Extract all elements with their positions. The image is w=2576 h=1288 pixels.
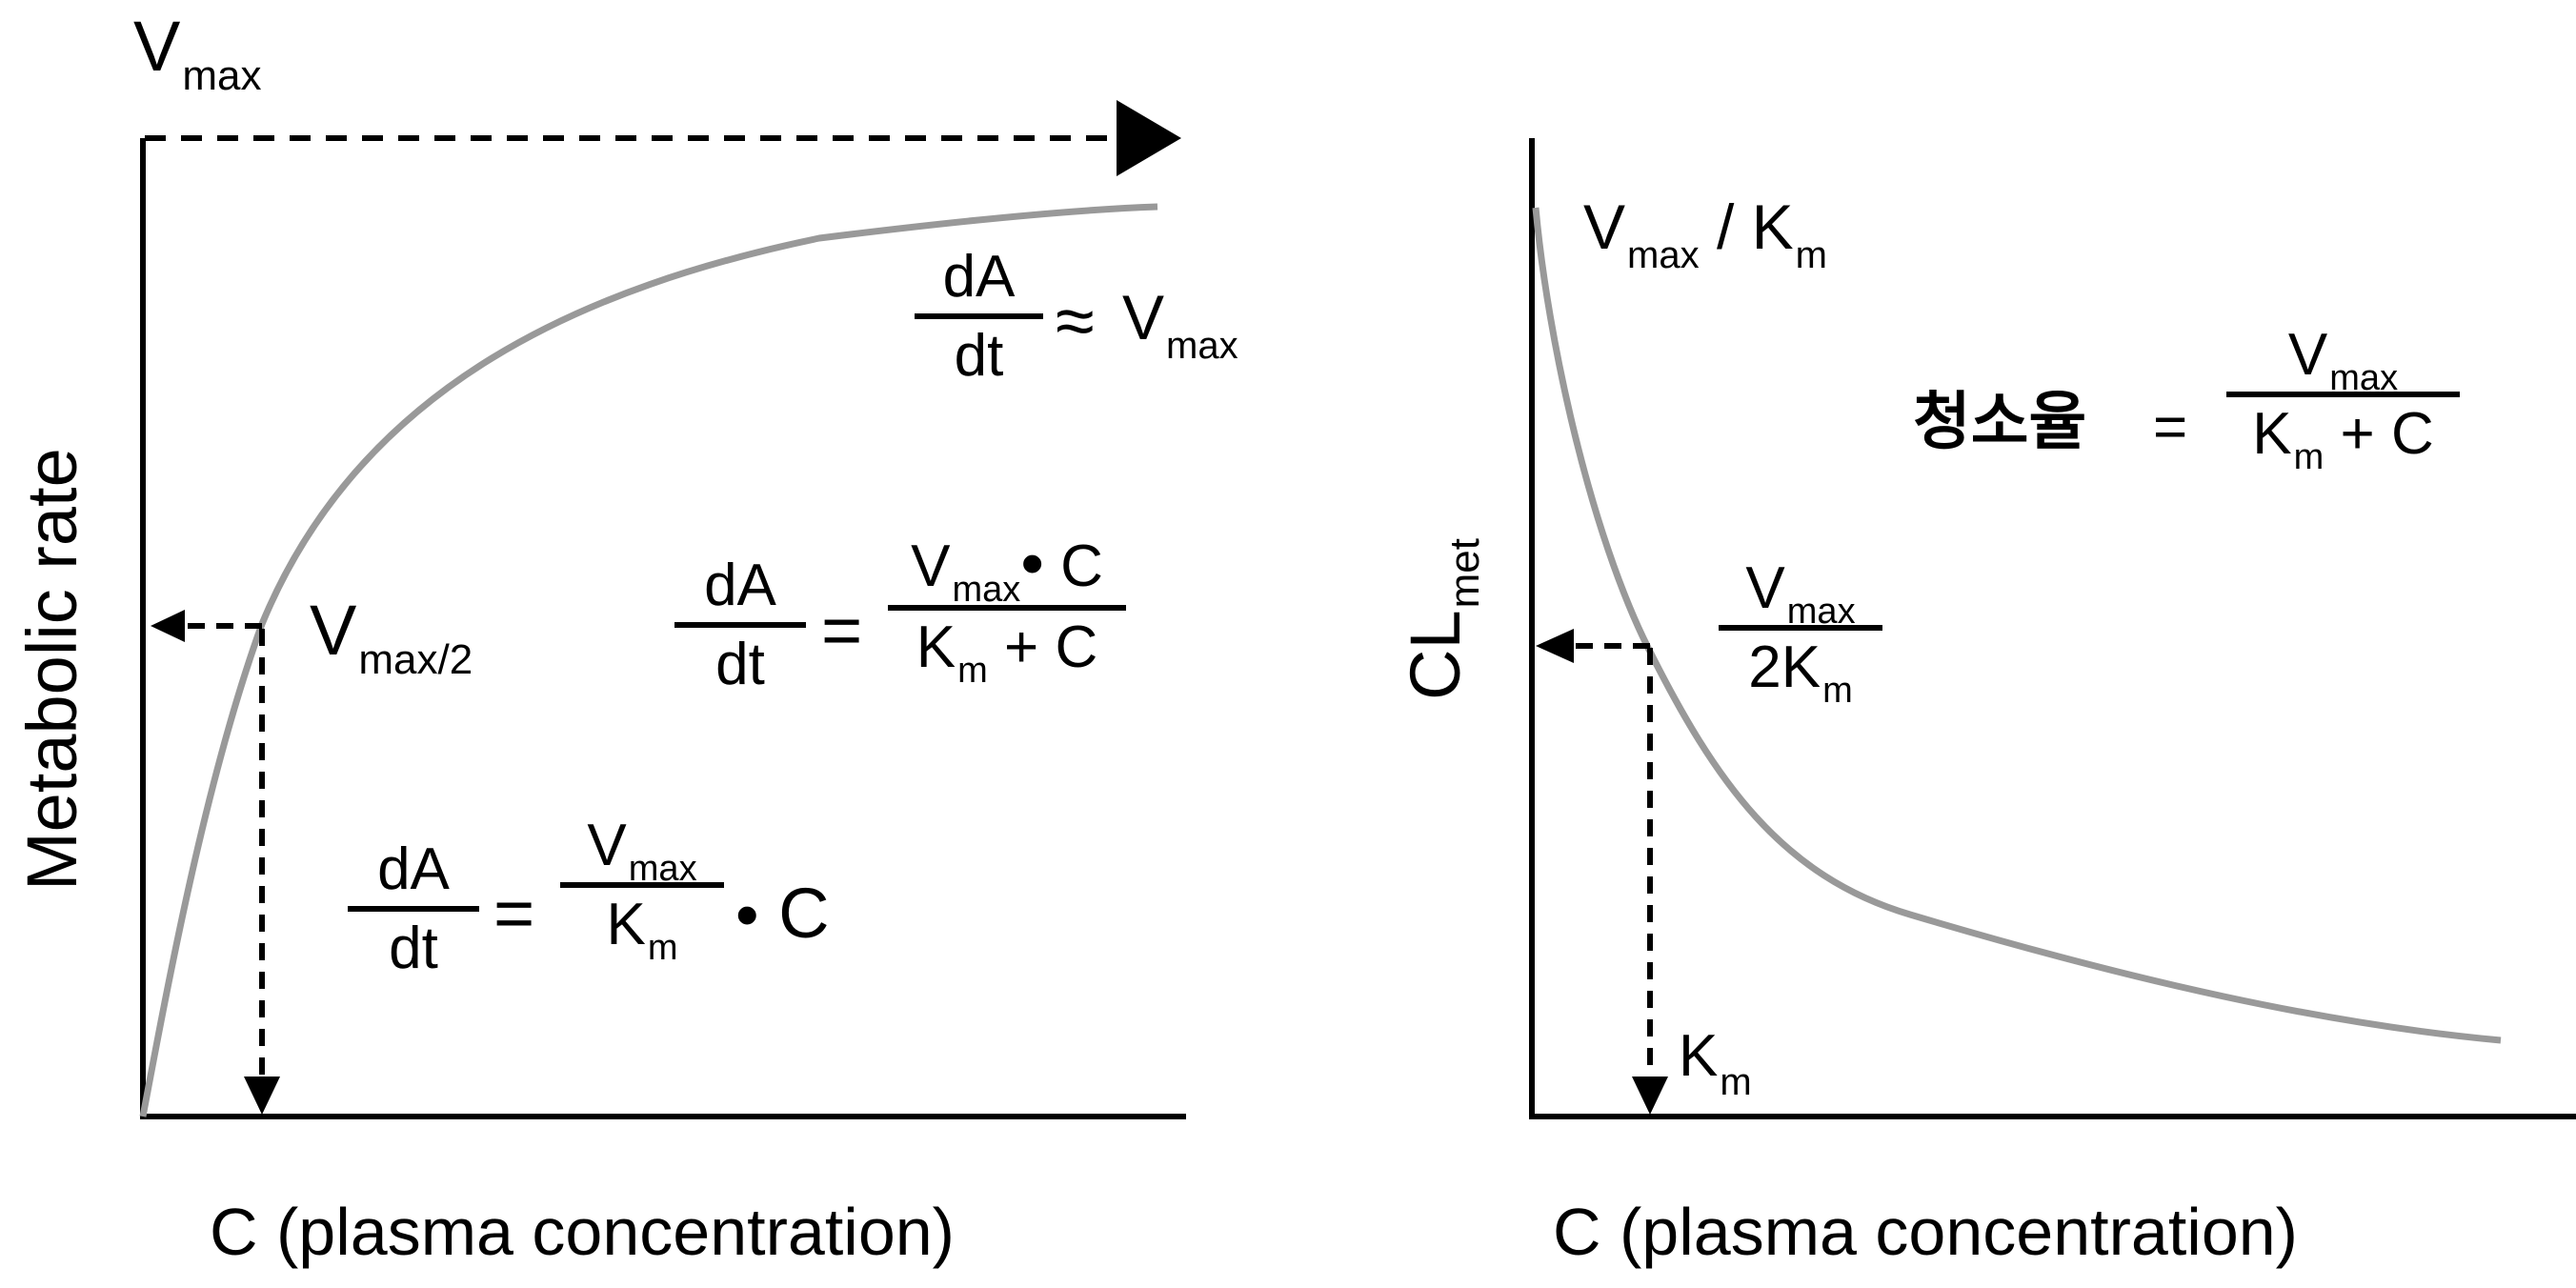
- y-axis-label: CLmet: [1396, 538, 1488, 700]
- y-axis-label: Metabolic rate: [12, 448, 91, 891]
- half-clearance-fraction: Vmax 2Km: [1719, 557, 1882, 710]
- saturation-eq-fraction: dA dt: [915, 246, 1043, 387]
- saturation-curve: [139, 203, 1158, 1117]
- vmax-label: Vmax: [133, 7, 262, 99]
- vmax-over-km-label: Vmax / Km: [1583, 191, 1827, 276]
- half-clearance-arrowhead: [1536, 629, 1574, 663]
- mm-eq-equals: =: [821, 591, 863, 670]
- linear-eq-dot-c: • C: [735, 874, 830, 953]
- mm-eq-rhs-fraction: Vmax• C Km + C: [888, 528, 1126, 689]
- half-vmax-label: Vmax/2: [310, 591, 473, 683]
- saturation-eq-rhs: Vmax: [1122, 282, 1238, 367]
- approx-sign: ≈: [1056, 281, 1095, 360]
- vmax-arrowhead: [1117, 100, 1181, 176]
- linear-eq-equals: =: [493, 874, 535, 953]
- michaelis-menten-panel: Vmax Vmax/2 Metabolic rate C (plasma con…: [0, 0, 1238, 1288]
- x-axis-label: C (plasma concentration): [1553, 1195, 2298, 1269]
- linear-eq-rhs-fraction: Vmax Km: [560, 815, 724, 967]
- km-label: Km: [1679, 1023, 1752, 1103]
- clearance-plot: [1529, 138, 2576, 1119]
- linear-eq-lhs-fraction: dA dt: [348, 838, 479, 979]
- clearance-eq-lhs: 청소율: [1913, 385, 2087, 458]
- clearance-panel: Vmax / Km CLmet C (plasma concentration)…: [1372, 0, 2576, 1288]
- km-arrowhead: [1632, 1077, 1668, 1115]
- clearance-curve: [1532, 207, 2502, 1044]
- km-arrowhead: [244, 1077, 280, 1115]
- mm-eq-lhs-fraction: dA dt: [674, 554, 806, 695]
- clearance-eq-fraction: Vmax Km + C: [2226, 324, 2460, 476]
- rate-plot: [139, 100, 1186, 1119]
- half-vmax-arrowhead: [151, 610, 185, 642]
- x-axis-label: C (plasma concentration): [210, 1195, 955, 1269]
- clearance-eq-equals: =: [2153, 394, 2188, 460]
